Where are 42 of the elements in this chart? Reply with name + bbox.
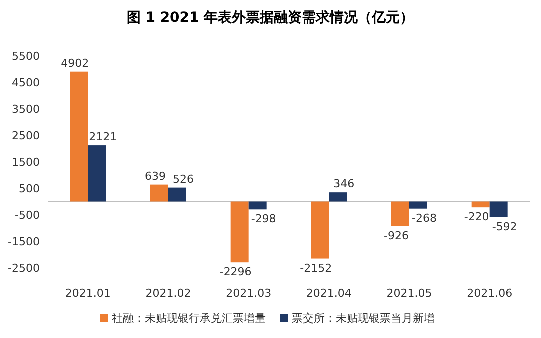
y-tick-label: -1500 [8, 236, 40, 248]
data-label: -2152 [300, 262, 332, 275]
legend-label: 社融：未贴现银行承兑汇票增量 [112, 312, 266, 325]
bar [70, 72, 88, 202]
y-tick-label: -500 [15, 209, 40, 222]
y-tick-label: 2500 [12, 130, 40, 142]
x-tick-label: 2021.04 [306, 287, 352, 300]
legend-label: 票交所：未贴现银票当月新增 [292, 312, 435, 325]
bar [311, 202, 330, 259]
x-tick-label: 2021.02 [146, 287, 192, 300]
data-label: 2121 [89, 130, 118, 144]
data-label: 526 [173, 172, 194, 186]
data-label: 639 [145, 170, 166, 183]
y-tick-label: 3500 [12, 103, 40, 116]
data-label: -926 [384, 229, 409, 242]
y-tick-label: 5500 [12, 50, 40, 63]
bar [490, 202, 508, 218]
data-label: 346 [334, 178, 355, 191]
x-tick-label: 2021.05 [386, 287, 432, 300]
data-label: -592 [492, 220, 518, 234]
y-tick-label: 500 [19, 182, 40, 196]
bar [150, 184, 168, 202]
bar [329, 192, 348, 202]
data-label: -2296 [220, 266, 252, 279]
data-label: -220 [464, 210, 490, 224]
bar [168, 188, 186, 202]
data-label: 4902 [61, 56, 90, 70]
bar [88, 146, 106, 202]
x-tick-label: 2021.01 [65, 287, 111, 300]
y-tick-label: 4500 [12, 76, 40, 90]
bar [230, 202, 249, 263]
chart-title: 图 1 2021 年表外票据融资需求情况（亿元） [126, 10, 414, 26]
x-tick-label: 2021.06 [467, 287, 513, 300]
data-label: -298 [251, 212, 276, 226]
y-tick-label: -2500 [8, 262, 40, 275]
bar [472, 202, 490, 208]
data-label: -268 [412, 212, 437, 225]
y-tick-label: 1500 [12, 156, 40, 169]
bar [248, 202, 267, 210]
bar [392, 202, 410, 226]
bar [410, 202, 428, 209]
x-tick-label: 2021.03 [226, 287, 272, 300]
